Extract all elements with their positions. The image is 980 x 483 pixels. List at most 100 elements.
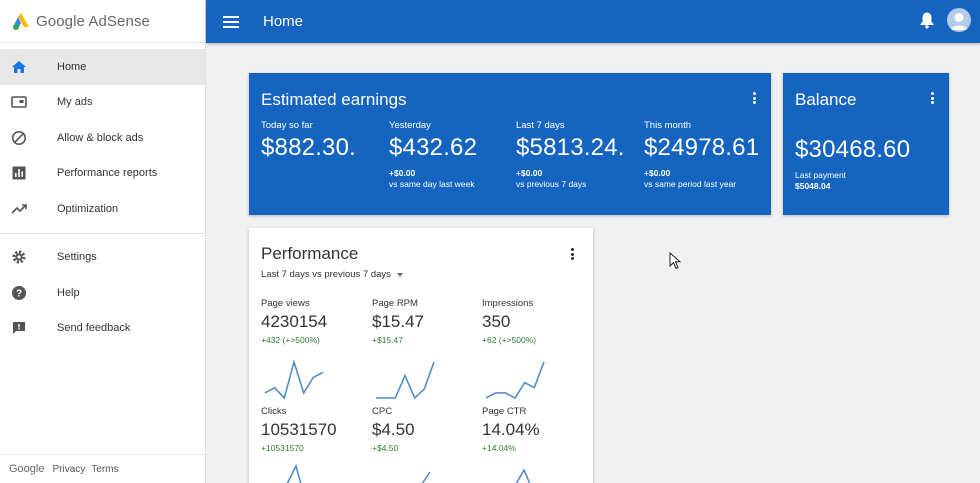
metric-delta: +432 (+>500%) [261,335,320,345]
earnings-value: $5813.24. [516,134,625,161]
earnings-label: Yesterday [389,120,431,131]
privacy-link[interactable]: Privacy [52,463,86,475]
card-title: Estimated earnings [261,90,407,109]
sidebar-item-label: Send feedback [57,322,131,335]
sidebar-item-allow-block-ads[interactable]: Allow & block ads [0,120,205,156]
metric-value: $4.50 [372,420,415,439]
metric-label: CPC [372,406,393,417]
earnings-this-month: This month $24978.61 +$0.00 vs same peri… [644,120,759,189]
sidebar-item-settings[interactable]: Settings [0,240,205,276]
person-icon [950,13,968,30]
svg-text:?: ? [16,288,22,299]
last-payment-label: Last payment [795,170,847,180]
metric-cpc[interactable]: CPC $4.50 +$4.50 [372,406,472,453]
metric-impressions[interactable]: Impressions 350 +62 (+>500%) [482,298,582,345]
date-range-dropdown[interactable]: Last 7 days vs previous 7 days [261,269,403,280]
earnings-value: $24978.61 [644,134,760,161]
earnings-label: Today so far [261,120,313,131]
sidebar-item-label: Settings [57,251,97,264]
ad-unit-icon [11,94,27,110]
sparkline-line [515,468,531,483]
earnings-yesterday: Yesterday $432.62 +$0.00 vs same day las… [389,120,477,189]
metric-label: Impressions [482,298,534,309]
notifications-bell-icon[interactable] [919,11,935,29]
earnings-delta: +$0.00 [516,168,543,178]
sidebar-divider [0,232,205,234]
trending-up-icon [11,201,27,217]
earnings-today: Today so far $882.30. [261,120,356,162]
impressions-sparkline [485,361,545,399]
sidebar-item-help[interactable]: ? Help [0,275,205,311]
performance-card: Performance Last 7 days vs previous 7 da… [249,228,593,483]
gear-icon [11,249,27,265]
sidebar-item-performance-reports[interactable]: Performance reports [0,156,205,192]
metric-value: 10531570 [261,420,337,439]
earnings-delta: +$0.00 [644,168,671,178]
metric-delta: +14.04% [482,443,516,453]
more-options-icon[interactable] [569,248,575,262]
metric-clicks[interactable]: Clicks 10531570 +10531570 [261,406,361,453]
clicks-sparkline [286,464,302,483]
metric-label: Page RPM [372,298,418,309]
brand-header[interactable]: Google AdSense [0,0,205,43]
sidebar-item-optimization[interactable]: Optimization [0,191,205,227]
sparkline-line [376,361,435,400]
card-title: Balance [795,90,857,109]
sidebar-item-label: Performance reports [57,167,158,180]
earnings-comparison: vs previous 7 days [516,179,587,189]
sidebar-item-label: Help [57,286,80,299]
caret-down-icon [396,272,403,277]
terms-link[interactable]: Terms [91,463,119,475]
earnings-comparison: vs same day last week [389,179,475,189]
last-payment-value: $5048.04 [795,181,831,191]
page-views-sparkline [264,359,324,400]
metric-delta: +62 (+>500%) [482,335,537,345]
metric-delta: +10531570 [261,443,304,453]
sidebar-item-label: My ads [57,96,93,109]
home-icon [11,59,27,75]
cpc-sparkline [421,471,431,483]
feedback-icon [11,320,27,336]
estimated-earnings-card: Estimated earnings Today so far $882.30.… [249,73,771,215]
sidebar: Google AdSense Home My ads Allow & block… [0,0,206,483]
earnings-delta: +$0.00 [389,168,416,178]
earnings-last-7-days: Last 7 days $5813.24. +$0.00 vs previous… [516,120,625,189]
sparkline-line [286,464,302,483]
metric-page-views[interactable]: Page views 4230154 +432 (+>500%) [261,298,361,345]
sidebar-footer: Google Privacy Terms [0,454,205,483]
balance-card: Balance $30468.60 Last payment $5048.04 [783,73,949,215]
date-range-label: Last 7 days vs previous 7 days [261,269,391,280]
metric-page-rpm[interactable]: Page RPM $15.47 +$15.47 [372,298,472,345]
adsense-logo-icon [13,13,29,30]
sparkline-line [421,471,431,483]
top-app-bar: Home [206,0,980,43]
balance-value: $30468.60 [795,136,911,163]
metric-label: Page CTR [482,406,527,417]
metric-label: Page views [261,298,310,309]
google-wordmark: Google [9,463,45,475]
page-ctr-sparkline [515,468,531,483]
earnings-label: Last 7 days [516,120,565,131]
earnings-value: $882.30. [261,134,357,161]
sidebar-item-my-ads[interactable]: My ads [0,85,205,121]
sidebar-item-home[interactable]: Home [0,49,205,85]
sidebar-item-label: Home [57,60,87,73]
help-icon: ? [11,285,27,301]
brand-name: Google AdSense [36,12,150,30]
sparkline-line [264,359,324,400]
block-icon [11,130,27,146]
mouse-cursor-icon [669,252,681,270]
metric-label: Clicks [261,406,287,417]
hamburger-menu-icon[interactable] [223,15,239,29]
metric-value: 14.04% [482,420,540,439]
earnings-label: This month [644,120,691,131]
account-avatar[interactable] [947,8,971,32]
more-options-icon[interactable] [751,92,757,106]
sidebar-item-send-feedback[interactable]: Send feedback [0,311,205,347]
metric-page-ctr[interactable]: Page CTR 14.04% +14.04% [482,406,582,453]
metric-value: 4230154 [261,312,328,331]
earnings-comparison: vs same period last year [644,179,737,189]
bar-chart-icon [11,165,27,181]
more-options-icon[interactable] [929,92,935,106]
page-rpm-sparkline [376,361,435,400]
